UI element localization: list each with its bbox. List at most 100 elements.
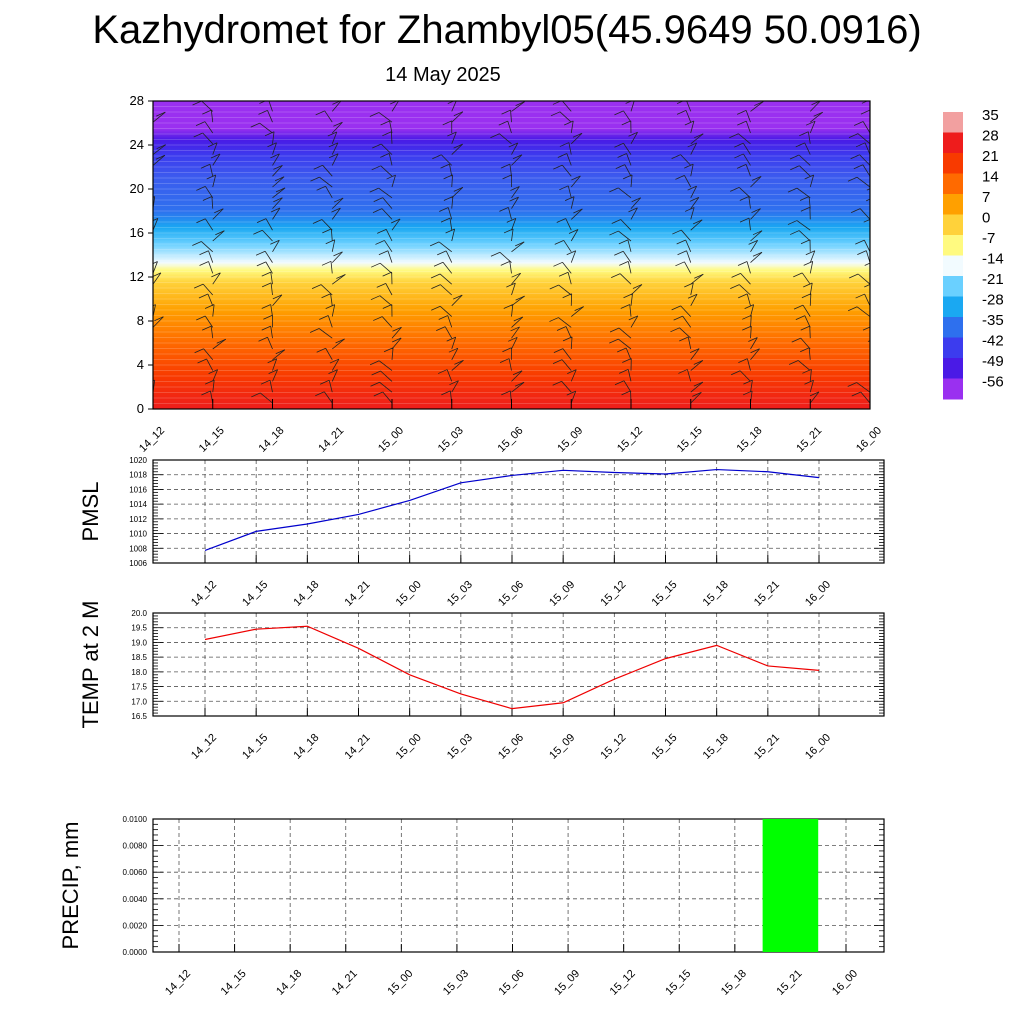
- wind-barb-flag: [671, 305, 681, 311]
- wind-barb-flag: [552, 359, 563, 364]
- wind-barb-flag: [380, 153, 390, 158]
- wind-barb-flag: [510, 326, 520, 332]
- wind-barb: [382, 197, 393, 209]
- y-tick-label: 0.0000: [123, 948, 148, 957]
- x-tick-label: 15_18: [701, 579, 731, 609]
- wind-barb: [511, 272, 521, 285]
- wind-barb: [690, 133, 704, 145]
- wind-barb-flag: [690, 348, 700, 353]
- wind-barb: [630, 315, 639, 328]
- wind-barb: [272, 197, 283, 209]
- wind-barb: [750, 208, 761, 220]
- wind-barb: [627, 239, 632, 252]
- wind-barb-flag: [315, 110, 325, 116]
- wind-barb-flag: [874, 361, 883, 365]
- wind-barb: [153, 110, 154, 112]
- wind-barb: [563, 240, 572, 253]
- wind-barb: [680, 305, 692, 317]
- plot-frame: [152, 818, 885, 953]
- wind-barb-flag: [614, 380, 625, 386]
- x-tick-label: 14_12: [163, 968, 193, 998]
- wind-barb-flag: [499, 207, 509, 212]
- wind-barb: [330, 293, 333, 306]
- wind-barb: [210, 326, 214, 339]
- wind-barb: [685, 110, 692, 123]
- wind-barb: [869, 359, 870, 360]
- wind-barb: [153, 316, 164, 328]
- wind-barb-flag: [609, 327, 620, 333]
- colorbar-label: -56: [982, 374, 1004, 391]
- wind-barb: [804, 315, 811, 328]
- wind-barb: [746, 358, 751, 371]
- y-tick-label: 1010: [129, 530, 147, 539]
- wind-barb: [738, 284, 751, 296]
- x-tick-label: 15_00: [394, 732, 424, 762]
- wind-barb: [565, 218, 572, 231]
- wind-barb-flag: [847, 306, 858, 312]
- wind-barb-flag: [623, 293, 633, 299]
- wind-barb: [153, 272, 162, 285]
- x-tick-label: 15_21: [752, 579, 782, 609]
- wind-barb: [451, 228, 456, 242]
- colorbar-label: 28: [982, 128, 999, 145]
- wind-barb-flag: [734, 142, 744, 148]
- wind-barb: [511, 326, 520, 339]
- wind-barb: [568, 142, 572, 155]
- wind-barb: [265, 261, 273, 274]
- wind-barb: [511, 241, 525, 253]
- x-tick-label: 15_00: [385, 968, 415, 998]
- wind-barb: [509, 261, 512, 274]
- wind-barb: [331, 207, 341, 220]
- wind-barb: [507, 120, 512, 134]
- x-tick-label: 15_09: [547, 579, 577, 609]
- wind-barb: [511, 316, 524, 328]
- wind-barb-flag: [193, 132, 203, 138]
- wind-barb-flag: [442, 120, 452, 126]
- wind-barb-flag: [208, 369, 218, 374]
- wind-barb-flag: [684, 163, 694, 169]
- wind-barb: [509, 164, 512, 177]
- wind-barb: [439, 273, 453, 285]
- wind-barb-flag: [253, 229, 263, 235]
- x-tick-label: 15_09: [547, 732, 577, 762]
- wind-barb: [869, 240, 870, 241]
- wind-barb: [332, 274, 346, 285]
- y-tick-label: 17.5: [131, 683, 147, 692]
- wind-barb-flag: [628, 315, 638, 321]
- wind-barb-flag: [864, 284, 870, 288]
- wind-barb: [212, 153, 221, 166]
- wind-barb: [378, 187, 393, 199]
- wind-barb-flag: [864, 262, 870, 266]
- wind-barb: [272, 369, 278, 382]
- colorbar-label: -7: [982, 230, 995, 247]
- wind-barb: [212, 208, 224, 220]
- wind-barb-flag: [621, 120, 631, 126]
- wind-barb-flag: [789, 230, 800, 235]
- y-tick-label: 1018: [129, 471, 147, 480]
- wind-barb-flag: [609, 338, 619, 344]
- wind-barb-flag: [447, 101, 455, 104]
- wind-barb-flag: [800, 325, 810, 331]
- wind-barb: [381, 208, 393, 220]
- wind-barb: [748, 196, 751, 209]
- wind-barb: [153, 261, 158, 274]
- wind-barb-flag: [670, 327, 680, 333]
- wind-barb-flag: [553, 164, 563, 170]
- x-tick-label: 14_15: [197, 425, 227, 455]
- wind-barb-flag: [195, 121, 206, 127]
- wind-barb: [447, 315, 453, 328]
- wind-barb: [331, 338, 345, 350]
- wind-barb: [204, 315, 214, 328]
- wind-barb-flag: [752, 230, 763, 236]
- wind-barb: [451, 294, 463, 307]
- wind-barb-flag: [370, 360, 380, 366]
- wind-barb: [511, 370, 523, 382]
- wind-barb: [622, 251, 632, 263]
- wind-barb: [331, 153, 339, 166]
- wind-barb: [153, 175, 154, 177]
- wind-barb: [750, 230, 763, 242]
- wind-barb: [623, 110, 632, 123]
- wind-barb-flag: [372, 143, 382, 149]
- y-tick-label: 28: [130, 93, 144, 108]
- wind-barb-flag: [549, 317, 559, 322]
